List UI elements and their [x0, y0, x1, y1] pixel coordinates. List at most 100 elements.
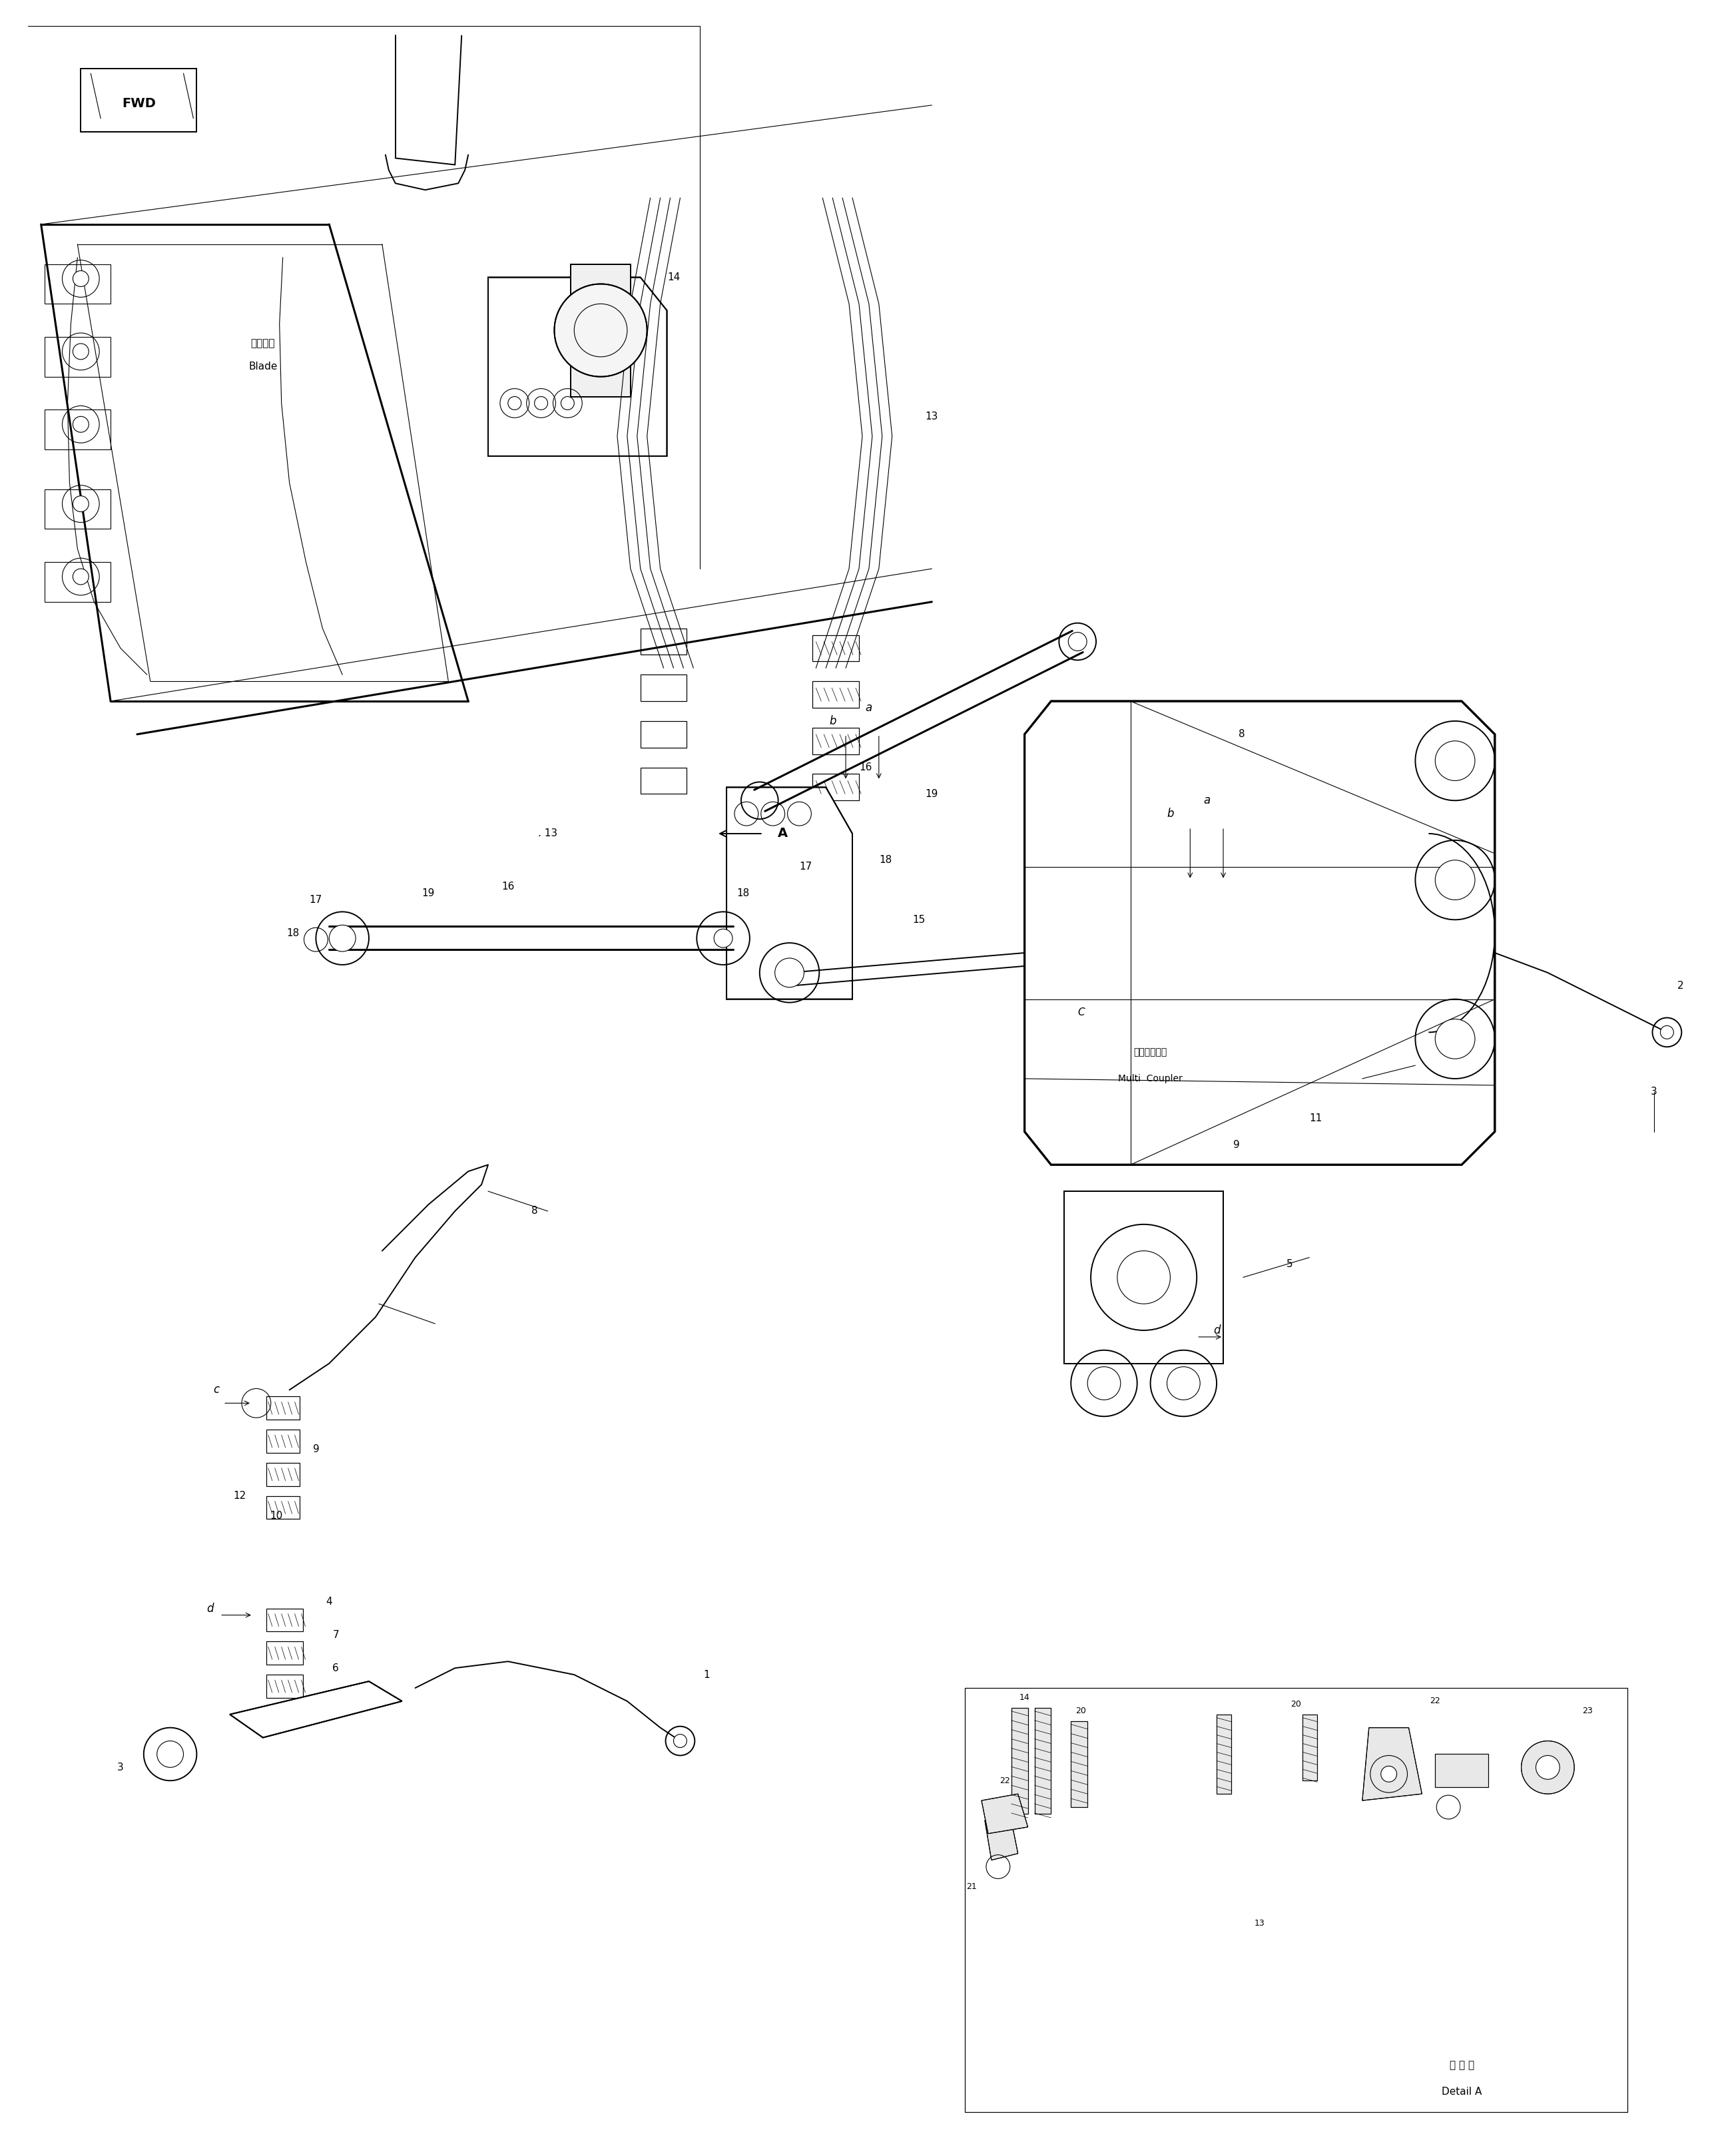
Circle shape — [1661, 1026, 1673, 1039]
Bar — [965, 1688, 1627, 2111]
Text: 3: 3 — [117, 1761, 123, 1772]
Text: 8: 8 — [531, 1205, 538, 1216]
Bar — [965, 1688, 1627, 2111]
Circle shape — [507, 397, 521, 410]
Circle shape — [72, 569, 89, 584]
Text: a: a — [1203, 796, 1210, 806]
Text: マルチカブラ: マルチカブラ — [1133, 1048, 1167, 1056]
Polygon shape — [45, 410, 111, 448]
Polygon shape — [1025, 701, 1495, 1164]
Text: A: A — [778, 828, 788, 841]
Text: 16: 16 — [859, 763, 872, 772]
Text: 9: 9 — [312, 1445, 319, 1455]
Text: 14: 14 — [667, 272, 680, 282]
Circle shape — [535, 397, 548, 410]
Circle shape — [715, 929, 732, 946]
Polygon shape — [812, 681, 859, 707]
Text: 3: 3 — [1651, 1087, 1657, 1097]
Bar — [1071, 1720, 1087, 1807]
Text: 13: 13 — [1255, 1919, 1265, 1927]
Circle shape — [554, 285, 648, 377]
Text: Multi  Coupler: Multi Coupler — [1118, 1074, 1183, 1082]
Text: Detail A: Detail A — [1441, 2087, 1483, 2098]
Circle shape — [329, 925, 355, 951]
Circle shape — [72, 496, 89, 511]
Text: 20: 20 — [1076, 1708, 1087, 1716]
Text: 4: 4 — [326, 1598, 333, 1606]
Bar — [1011, 1708, 1028, 1813]
Bar — [571, 263, 631, 397]
Text: 22: 22 — [1429, 1697, 1440, 1705]
Circle shape — [1435, 1020, 1476, 1059]
Polygon shape — [45, 336, 111, 377]
Circle shape — [72, 343, 89, 360]
Text: 12: 12 — [233, 1492, 247, 1501]
Text: ブレード: ブレード — [250, 338, 274, 349]
Text: Blade: Blade — [249, 362, 278, 371]
Circle shape — [72, 272, 89, 287]
Text: 7: 7 — [333, 1630, 339, 1641]
Text: 11: 11 — [1309, 1112, 1323, 1123]
Polygon shape — [641, 675, 687, 701]
Text: 5: 5 — [1286, 1259, 1292, 1270]
Text: 13: 13 — [926, 412, 938, 420]
Polygon shape — [812, 774, 859, 800]
Polygon shape — [266, 1397, 300, 1419]
Polygon shape — [641, 627, 687, 655]
Text: Ａ 拡 大: Ａ 拡 大 — [1450, 2061, 1474, 2070]
Circle shape — [158, 1740, 183, 1768]
Polygon shape — [488, 278, 667, 457]
Bar — [1217, 1714, 1231, 1794]
Text: a: a — [866, 703, 872, 714]
Circle shape — [1435, 860, 1476, 899]
Circle shape — [1435, 742, 1476, 780]
Polygon shape — [45, 563, 111, 602]
Text: 9: 9 — [1234, 1141, 1239, 1149]
Polygon shape — [727, 787, 852, 998]
Circle shape — [560, 397, 574, 410]
Bar — [1035, 1708, 1051, 1813]
Text: 15: 15 — [912, 914, 926, 925]
Bar — [1217, 1714, 1231, 1794]
Polygon shape — [982, 1794, 1028, 1833]
Circle shape — [1068, 632, 1087, 651]
Text: 8: 8 — [1239, 729, 1244, 740]
Polygon shape — [230, 1682, 403, 1738]
Text: d: d — [1214, 1324, 1220, 1337]
Bar — [1303, 1714, 1318, 1781]
Text: 18: 18 — [879, 856, 891, 865]
Polygon shape — [986, 1820, 1018, 1861]
Text: 10: 10 — [269, 1511, 283, 1520]
Bar — [1303, 1714, 1318, 1781]
Text: 6: 6 — [333, 1662, 339, 1673]
Polygon shape — [266, 1641, 303, 1664]
Circle shape — [1381, 1766, 1397, 1783]
Polygon shape — [266, 1608, 303, 1632]
Text: C: C — [1078, 1007, 1085, 1018]
Text: 14: 14 — [1020, 1695, 1030, 1703]
Text: 1: 1 — [703, 1669, 710, 1680]
Polygon shape — [812, 729, 859, 755]
Polygon shape — [1064, 1192, 1224, 1363]
Text: 20: 20 — [1291, 1701, 1301, 1710]
Text: . 13: . 13 — [538, 828, 557, 839]
Text: 18: 18 — [737, 888, 749, 899]
Text: d: d — [206, 1602, 214, 1615]
Text: 17: 17 — [310, 895, 322, 906]
Bar — [571, 263, 631, 397]
Text: 19: 19 — [422, 888, 435, 899]
Text: 21: 21 — [967, 1882, 977, 1891]
Polygon shape — [1363, 1727, 1423, 1800]
Polygon shape — [266, 1675, 303, 1699]
Text: 22: 22 — [999, 1777, 1010, 1785]
Polygon shape — [266, 1462, 300, 1485]
Polygon shape — [266, 1496, 300, 1520]
Text: b: b — [830, 716, 836, 727]
Text: 2: 2 — [1676, 981, 1683, 992]
Circle shape — [674, 1733, 687, 1749]
Bar — [81, 69, 197, 132]
Polygon shape — [641, 720, 687, 748]
Text: 17: 17 — [800, 862, 812, 871]
Text: b: b — [1167, 808, 1174, 819]
Polygon shape — [45, 489, 111, 528]
